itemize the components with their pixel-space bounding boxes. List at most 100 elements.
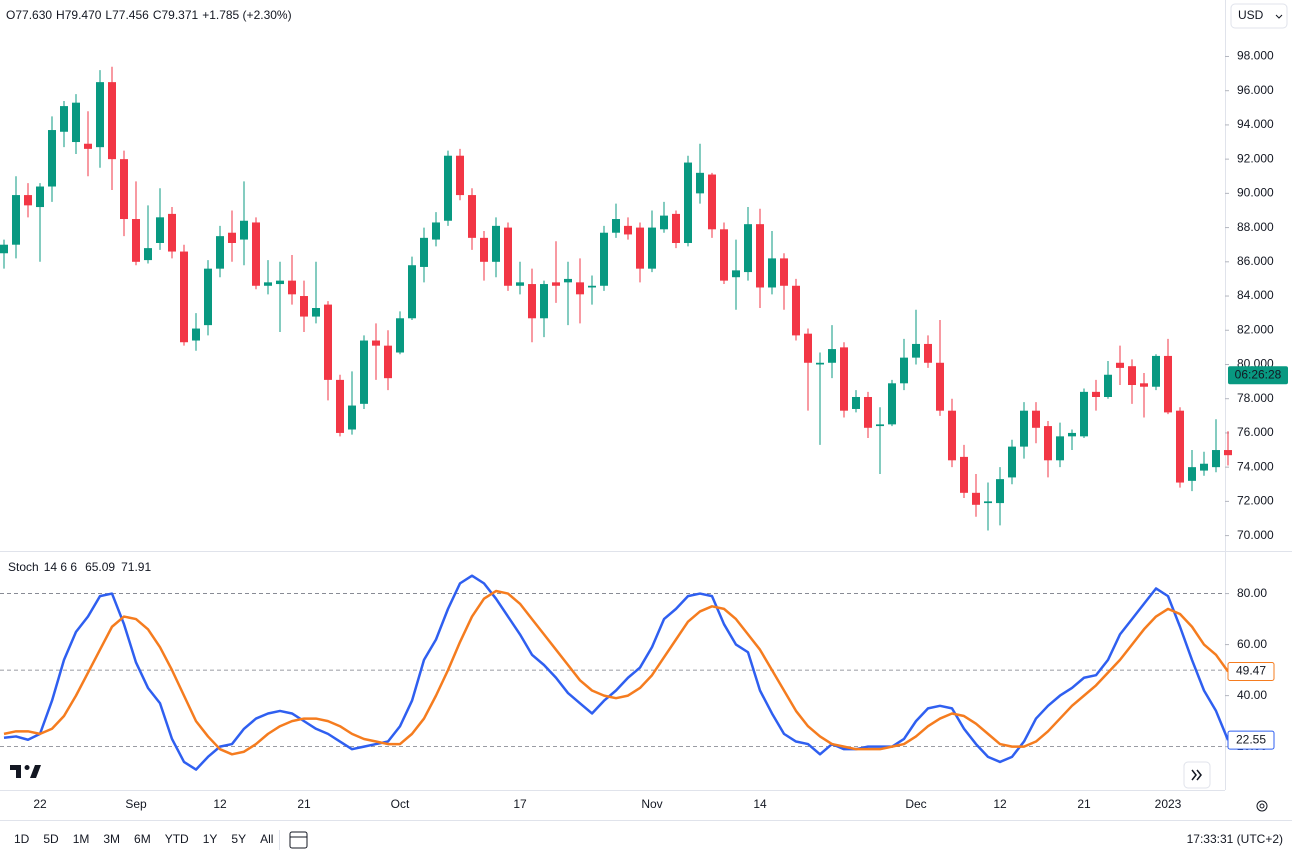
candle-body xyxy=(348,405,356,430)
range-button[interactable]: 6M xyxy=(134,832,151,846)
gear[interactable] xyxy=(1256,800,1268,812)
x-tick-label: 22 xyxy=(33,797,47,811)
settings-button[interactable] xyxy=(1256,800,1268,812)
candle-body xyxy=(960,456,968,493)
candle-body xyxy=(600,232,608,286)
last-value-label: 49.47 xyxy=(1236,664,1266,678)
candle-body xyxy=(372,340,380,346)
chevron[interactable] xyxy=(1275,14,1283,19)
candle-body xyxy=(12,195,20,245)
candle-body xyxy=(1140,383,1148,387)
candle-body xyxy=(228,232,236,243)
candle-body xyxy=(192,328,200,341)
candle-body xyxy=(636,227,644,269)
last-value-label: 22.55 xyxy=(1236,732,1266,746)
ohlc-label: H xyxy=(56,8,65,22)
candle-body xyxy=(972,492,980,505)
y-tick-label: 84.000 xyxy=(1237,288,1274,302)
candle-body xyxy=(564,278,572,283)
scroll-icon[interactable] xyxy=(1191,769,1202,781)
candle-body xyxy=(24,195,32,206)
candle-body xyxy=(696,172,704,194)
candle-body xyxy=(60,106,68,132)
candle-body xyxy=(864,396,872,428)
candle-body xyxy=(168,213,176,252)
candle-body xyxy=(840,347,848,411)
x-tick-label: 12 xyxy=(213,797,227,811)
indicator-value: 65.09 xyxy=(85,560,115,574)
candle-body xyxy=(780,258,788,286)
candle-body xyxy=(540,284,548,319)
candle-body xyxy=(468,195,476,238)
candle-body xyxy=(396,318,404,353)
range-button[interactable]: 5D xyxy=(43,832,59,846)
y-tick-label: 94.000 xyxy=(1237,117,1274,131)
candle-body xyxy=(72,102,80,143)
candle-body xyxy=(1152,355,1160,387)
candle-body xyxy=(48,130,56,187)
range-button[interactable]: 1Y xyxy=(203,832,218,846)
ohlc-label: L xyxy=(105,8,112,22)
x-tick-label: 21 xyxy=(1077,797,1091,811)
candle-body xyxy=(1092,391,1100,397)
candle-body xyxy=(792,285,800,336)
candle-body xyxy=(516,282,524,286)
price-tag xyxy=(1228,366,1288,385)
candle-body xyxy=(876,424,884,427)
date-range-button[interactable] xyxy=(289,831,308,849)
candle-body xyxy=(1176,410,1184,483)
candle-body xyxy=(96,82,104,148)
candle-body xyxy=(624,225,632,235)
range-button[interactable]: YTD xyxy=(165,832,189,846)
range-button[interactable]: All xyxy=(260,832,273,846)
y-tick-label: 76.000 xyxy=(1237,425,1274,439)
tv-logo[interactable] xyxy=(10,765,41,778)
candle-body xyxy=(984,501,992,504)
candle-body xyxy=(552,282,560,286)
candle-body xyxy=(996,479,1004,504)
candle-body xyxy=(720,229,728,281)
y-tick-label: 60.00 xyxy=(1237,637,1267,651)
currency-box[interactable] xyxy=(1230,3,1288,29)
currency[interactable]: USD xyxy=(1238,8,1264,22)
candle-body xyxy=(216,236,224,269)
currency-button[interactable]: USD xyxy=(1230,3,1288,29)
candle-body xyxy=(480,237,488,262)
scroll-box[interactable] xyxy=(1183,761,1211,789)
candle-body xyxy=(1080,391,1088,437)
range-button[interactable]: 5Y xyxy=(231,832,246,846)
candle-body xyxy=(504,227,512,286)
candle-body xyxy=(288,280,296,295)
candle-body xyxy=(936,362,944,411)
candle-body xyxy=(108,82,116,160)
candle-body xyxy=(1164,355,1172,413)
x-tick-label: 2023 xyxy=(1155,797,1182,811)
candle-body xyxy=(888,383,896,425)
price-tag-label: 06:26:28 xyxy=(1235,367,1282,381)
candle-body xyxy=(156,217,164,243)
candle-body xyxy=(1128,366,1136,386)
scroll-button[interactable] xyxy=(1183,761,1211,789)
candle-body xyxy=(1224,450,1232,456)
candle-body xyxy=(1056,436,1064,461)
candle-body xyxy=(252,222,260,286)
y-tick-label: 88.000 xyxy=(1237,220,1274,234)
candle-body xyxy=(528,284,536,319)
range-button[interactable]: 3M xyxy=(103,832,120,846)
x-tick-label: Dec xyxy=(905,797,926,811)
ohlc-value: 79.470 xyxy=(65,8,102,22)
logo-shape[interactable] xyxy=(10,765,41,778)
candle-body xyxy=(0,244,8,254)
range-button[interactable]: 1M xyxy=(73,832,90,846)
candle-body xyxy=(36,186,44,208)
range-button[interactable]: 1D xyxy=(14,832,30,846)
candle-body xyxy=(768,258,776,288)
candle-body xyxy=(1188,467,1196,481)
candle-body xyxy=(912,343,920,358)
y-tick-label: 78.000 xyxy=(1237,391,1274,405)
candle-body xyxy=(444,155,452,221)
calendar-icon[interactable] xyxy=(289,831,308,849)
indicator-params: 14 6 6 xyxy=(44,560,78,574)
gear-hub[interactable] xyxy=(1259,803,1265,809)
candle-body xyxy=(300,296,308,317)
